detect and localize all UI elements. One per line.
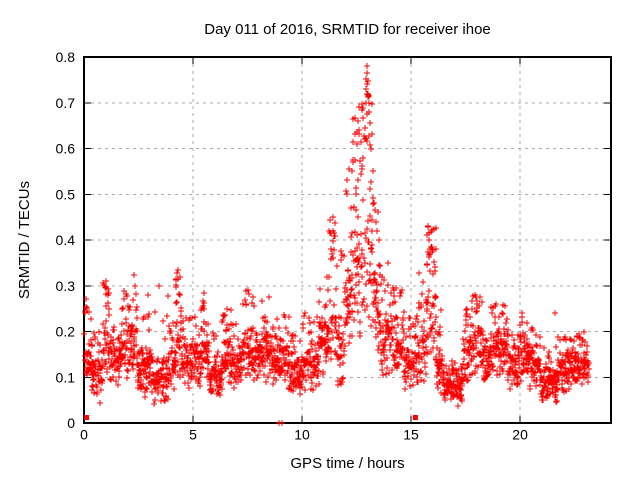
x-tick-label: 20: [512, 426, 528, 442]
x-tick-labels: 0 5 10 15 20: [80, 426, 528, 442]
x-tick-label: 5: [189, 426, 197, 442]
axis-ticks: [83, 56, 611, 424]
x-axis-label: GPS time / hours: [290, 455, 405, 472]
chart-title: Day 011 of 2016, SRMTID for receiver iho…: [204, 21, 491, 38]
y-tick-label: 0.7: [56, 95, 76, 111]
y-tick-labels: 0 0.1 0.2 0.3 0.4 0.5 0.6 0.7 0.8: [56, 49, 76, 431]
y-tick-label: 0.1: [56, 369, 76, 385]
x-tick-label: 10: [294, 426, 310, 442]
y-tick-label: 0.2: [56, 324, 76, 340]
y-tick-label: 0.3: [56, 278, 76, 294]
x-tick-label: 0: [80, 426, 88, 442]
y-tick-label: 0: [67, 415, 75, 431]
y-tick-label: 0.4: [56, 232, 76, 248]
y-tick-label: 0.5: [56, 186, 76, 202]
scatter-points-layer: [81, 63, 592, 426]
grid-lines: [84, 57, 611, 423]
x-tick-label: 15: [403, 426, 419, 442]
zero-glitch-markers: [84, 415, 418, 421]
y-tick-label: 0.8: [56, 49, 76, 65]
y-tick-label: 0.6: [56, 141, 76, 157]
